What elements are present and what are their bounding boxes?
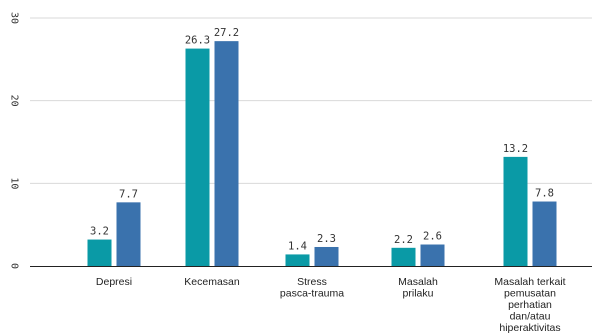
bar (185, 48, 210, 266)
y-grid (30, 17, 592, 184)
bar-value-label: 13.2 (503, 143, 528, 155)
bar-value-label: 7.8 (535, 188, 554, 200)
y-axis-tick-labels: 0 10 20 30 (9, 12, 20, 269)
x-category-label-line: Kecemasan (184, 276, 240, 288)
x-category-label-line: pemusatan (504, 288, 556, 300)
bar-value-label: 27.2 (214, 27, 239, 39)
bar-value-label: 26.3 (185, 35, 210, 47)
y-tick-label: 10 (9, 177, 20, 189)
x-category-label-line: Masalah terkait (494, 276, 565, 288)
bar-value-label: 2.3 (317, 233, 336, 245)
y-tick-label: 30 (9, 12, 20, 24)
x-category-label-line: hiperaktivitas (499, 322, 560, 334)
x-category-label: Masalah terkait pemusatan perhatian dan/ata… (494, 276, 565, 334)
x-category-label-line: Depresi (96, 276, 132, 288)
x-category-label: Depresi (96, 276, 132, 288)
bar (420, 244, 445, 266)
x-category-label: Kecemasan (184, 276, 240, 288)
x-category-label-line: dan/atau (510, 311, 551, 323)
x-category-label: Masalah prilaku (398, 276, 438, 300)
bars (87, 41, 557, 266)
x-category-label-line: Masalah (398, 276, 438, 288)
bar (214, 41, 239, 266)
x-category-label-line: pasca-trauma (280, 288, 344, 300)
bar-value-label: 7.7 (119, 188, 138, 200)
bar (314, 246, 339, 266)
x-axis-category-labels: Depresi Kecemasan Stress pasca-trauma Masala… (96, 276, 566, 334)
bar (532, 201, 557, 266)
x-category-label-line: perhatian (508, 299, 552, 311)
y-tick-label: 20 (9, 95, 20, 107)
bar (285, 254, 310, 266)
x-category-label-line: Stress (297, 276, 327, 288)
bar-value-label: 3.2 (90, 226, 109, 238)
bar (87, 239, 112, 266)
y-tick-label: 0 (9, 263, 20, 269)
bar-value-label: 2.2 (394, 234, 413, 246)
x-category-label: Stress pasca-trauma (280, 276, 344, 300)
bar (391, 247, 416, 266)
bar-value-label: 2.6 (423, 231, 442, 243)
bar-value-label: 1.4 (288, 240, 307, 252)
bar (503, 156, 528, 266)
bar-value-labels: 3.2 7.7 26.3 27.2 1.4 2.3 2.2 2.6 13.2 7.8 (90, 27, 554, 252)
bar (116, 202, 141, 266)
x-category-label-line: prilaku (403, 288, 434, 300)
